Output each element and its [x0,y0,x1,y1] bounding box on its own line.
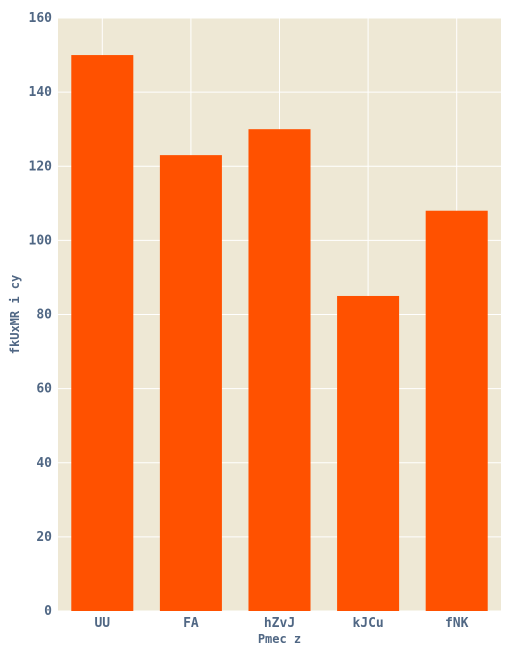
bar-fNK [425,210,488,611]
y-tick-label: 0 [44,604,52,619]
y-tick-label: 140 [29,85,53,100]
x-tick-label: FA [183,616,199,631]
x-axis-ticks: UU FA hZvJ kJCu fNK [94,616,468,631]
bar-hZvJ [248,129,311,611]
x-tick-label: kJCu [352,616,383,631]
y-tick-label: 40 [36,456,52,471]
y-tick-label: 20 [36,530,52,545]
y-tick-label: 80 [36,308,52,323]
x-tick-label: hZvJ [264,616,295,631]
bar-kJCu [337,295,400,611]
bars [71,55,488,611]
y-tick-label: 100 [29,233,53,248]
x-tick-label: fNK [445,616,469,631]
y-axis-title: fkUxMR i cy [8,275,22,354]
y-tick-label: 60 [36,382,52,397]
bar-FA [159,155,222,611]
y-tick-label: 160 [29,11,53,26]
x-tick-label: UU [94,616,110,631]
bar-UU [71,55,134,611]
y-axis-ticks: 0 20 40 60 80 100 120 140 160 [29,11,53,619]
y-tick-label: 120 [29,159,53,174]
x-axis-title: Pmec z [258,632,301,646]
